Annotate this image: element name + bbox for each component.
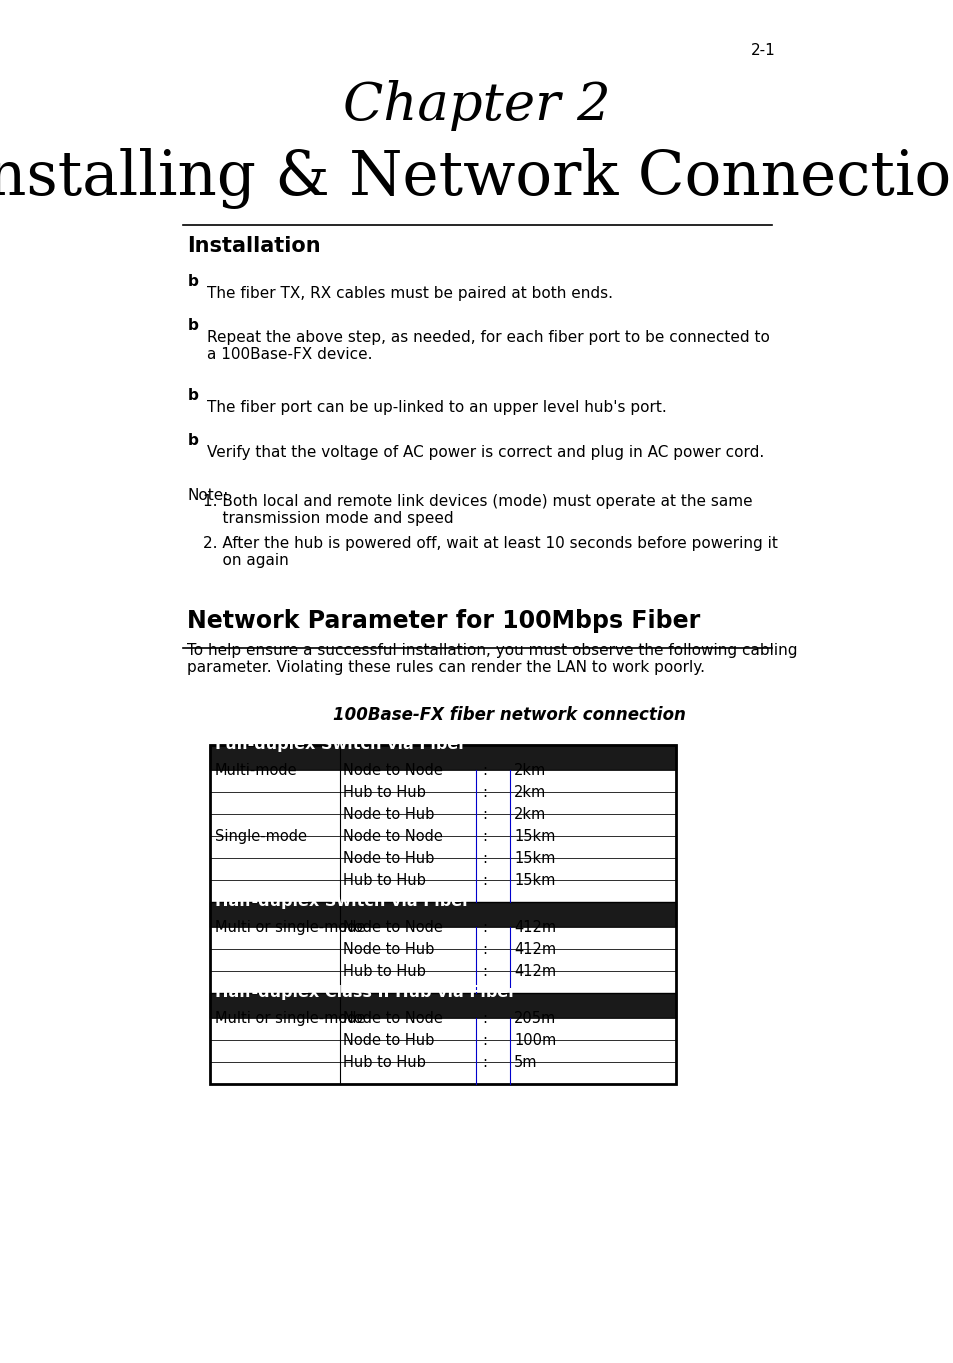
Text: Half-duplex Class II Hub via Fiber: Half-duplex Class II Hub via Fiber <box>214 985 516 1000</box>
FancyBboxPatch shape <box>211 857 675 880</box>
Text: b: b <box>187 433 198 448</box>
Text: Node to Hub: Node to Hub <box>343 807 434 822</box>
Text: Multi or single-mode: Multi or single-mode <box>214 1011 365 1026</box>
FancyBboxPatch shape <box>211 994 675 1018</box>
Text: 2. After the hub is powered off, wait at least 10 seconds before powering it
   : 2. After the hub is powered off, wait at… <box>203 536 778 568</box>
Text: :: : <box>482 807 487 822</box>
Text: The fiber TX, RX cables must be paired at both ends.: The fiber TX, RX cables must be paired a… <box>207 286 612 301</box>
Text: Note:: Note: <box>187 488 229 503</box>
Text: 15km: 15km <box>514 829 555 844</box>
Text: Hub to Hub: Hub to Hub <box>343 964 425 979</box>
Text: Installation: Installation <box>187 236 321 256</box>
FancyBboxPatch shape <box>211 1018 675 1040</box>
Text: :: : <box>482 1011 487 1026</box>
Text: 2km: 2km <box>514 807 546 822</box>
FancyBboxPatch shape <box>211 902 675 927</box>
Text: Hub to Hub: Hub to Hub <box>343 785 425 800</box>
Text: 2km: 2km <box>514 785 546 800</box>
Text: Verify that the voltage of AC power is correct and plug in AC power cord.: Verify that the voltage of AC power is c… <box>207 444 763 459</box>
Text: Full-duplex Switch via Fiber: Full-duplex Switch via Fiber <box>214 737 465 752</box>
Text: Node to Node: Node to Node <box>343 829 442 844</box>
FancyBboxPatch shape <box>211 814 675 836</box>
FancyBboxPatch shape <box>211 880 675 902</box>
Text: 412m: 412m <box>514 964 556 979</box>
FancyBboxPatch shape <box>211 970 675 994</box>
FancyBboxPatch shape <box>211 746 675 770</box>
Text: Multi-mode: Multi-mode <box>214 763 297 778</box>
Text: :: : <box>482 829 487 844</box>
Text: :: : <box>482 1055 487 1070</box>
Text: Hub to Hub: Hub to Hub <box>343 1055 425 1070</box>
Text: :: : <box>482 851 487 866</box>
Text: Installing & Network Connection: Installing & Network Connection <box>0 149 953 209</box>
Text: Repeat the above step, as needed, for each fiber port to be connected to
a 100Ba: Repeat the above step, as needed, for ea… <box>207 330 769 363</box>
FancyBboxPatch shape <box>211 836 675 857</box>
Text: The fiber port can be up-linked to an upper level hub's port.: The fiber port can be up-linked to an up… <box>207 399 666 414</box>
Text: 15km: 15km <box>514 872 555 889</box>
Text: :: : <box>482 942 487 957</box>
Text: :: : <box>482 920 487 935</box>
Text: 15km: 15km <box>514 851 555 866</box>
Text: 1. Both local and remote link devices (mode) must operate at the same
    transm: 1. Both local and remote link devices (m… <box>203 493 752 526</box>
Text: b: b <box>187 318 198 333</box>
Text: Half-duplex Switch via Fiber: Half-duplex Switch via Fiber <box>214 894 469 909</box>
Text: Node to Hub: Node to Hub <box>343 942 434 957</box>
Text: 2-1: 2-1 <box>750 44 775 59</box>
FancyBboxPatch shape <box>211 770 675 792</box>
Text: Node to Hub: Node to Hub <box>343 1033 434 1048</box>
FancyBboxPatch shape <box>211 949 675 970</box>
Text: :: : <box>482 964 487 979</box>
Text: Multi or single-mode: Multi or single-mode <box>214 920 365 935</box>
Text: Single-mode: Single-mode <box>214 829 306 844</box>
Text: 100m: 100m <box>514 1033 556 1048</box>
Text: Node to Node: Node to Node <box>343 920 442 935</box>
Text: Chapter 2: Chapter 2 <box>343 80 610 131</box>
Text: 100Base-FX fiber network connection: 100Base-FX fiber network connection <box>333 706 684 724</box>
Text: :: : <box>482 872 487 889</box>
FancyBboxPatch shape <box>211 1062 675 1084</box>
Text: Node to Node: Node to Node <box>343 763 442 778</box>
Text: Node to Node: Node to Node <box>343 1011 442 1026</box>
FancyBboxPatch shape <box>211 792 675 814</box>
Text: Node to Hub: Node to Hub <box>343 851 434 866</box>
Text: Network Parameter for 100Mbps Fiber: Network Parameter for 100Mbps Fiber <box>187 609 700 632</box>
Text: :: : <box>482 763 487 778</box>
Text: 205m: 205m <box>514 1011 556 1026</box>
Text: :: : <box>482 785 487 800</box>
Text: 2km: 2km <box>514 763 546 778</box>
Text: Hub to Hub: Hub to Hub <box>343 872 425 889</box>
FancyBboxPatch shape <box>211 1040 675 1062</box>
Text: :: : <box>482 1033 487 1048</box>
Text: 5m: 5m <box>514 1055 537 1070</box>
Text: b: b <box>187 388 198 403</box>
Text: 412m: 412m <box>514 942 556 957</box>
Text: 412m: 412m <box>514 920 556 935</box>
FancyBboxPatch shape <box>211 927 675 949</box>
Text: b: b <box>187 274 198 289</box>
Text: To help ensure a successful installation, you must observe the following cabling: To help ensure a successful installation… <box>187 642 797 675</box>
